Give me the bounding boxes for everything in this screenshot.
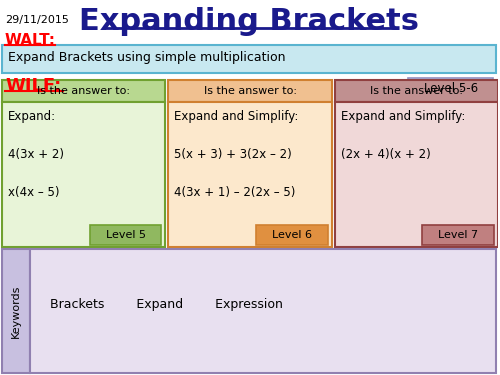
FancyBboxPatch shape — [2, 80, 166, 102]
FancyBboxPatch shape — [168, 102, 332, 247]
Text: WILF:: WILF: — [5, 77, 61, 95]
FancyBboxPatch shape — [30, 249, 496, 373]
FancyBboxPatch shape — [2, 45, 496, 73]
Text: Expand Brackets using simple multiplication: Expand Brackets using simple multiplicat… — [8, 51, 285, 64]
Text: Level 5-6: Level 5-6 — [424, 82, 478, 96]
Text: Expand and Simplify:

(2x + 4)(x + 2): Expand and Simplify: (2x + 4)(x + 2) — [340, 110, 465, 161]
FancyBboxPatch shape — [408, 78, 493, 100]
Text: Expanding Brackets: Expanding Brackets — [79, 7, 419, 36]
FancyBboxPatch shape — [2, 249, 30, 373]
FancyBboxPatch shape — [256, 225, 328, 245]
Text: Expand:

4(3x + 2)

x(4x – 5): Expand: 4(3x + 2) x(4x – 5) — [8, 110, 64, 199]
Text: Brackets        Expand        Expression: Brackets Expand Expression — [50, 298, 282, 311]
Text: Level 7: Level 7 — [438, 230, 478, 240]
Text: Expand and Simplify:

5(x + 3) + 3(2x – 2)

4(3x + 1) – 2(2x – 5): Expand and Simplify: 5(x + 3) + 3(2x – 2… — [174, 110, 298, 199]
Text: Keywords: Keywords — [11, 284, 21, 338]
FancyBboxPatch shape — [168, 80, 332, 102]
Text: 29/11/2015: 29/11/2015 — [5, 15, 69, 25]
FancyBboxPatch shape — [334, 80, 498, 102]
FancyBboxPatch shape — [2, 102, 166, 247]
Text: WALT:: WALT: — [5, 33, 56, 48]
Text: Is the answer to:: Is the answer to: — [37, 86, 130, 96]
FancyBboxPatch shape — [422, 225, 494, 245]
FancyBboxPatch shape — [334, 102, 498, 247]
FancyBboxPatch shape — [90, 225, 162, 245]
Text: Level 6: Level 6 — [272, 230, 312, 240]
Text: Level 5: Level 5 — [106, 230, 146, 240]
Text: Is the answer to:: Is the answer to: — [370, 86, 463, 96]
Text: Is the answer to:: Is the answer to: — [204, 86, 296, 96]
